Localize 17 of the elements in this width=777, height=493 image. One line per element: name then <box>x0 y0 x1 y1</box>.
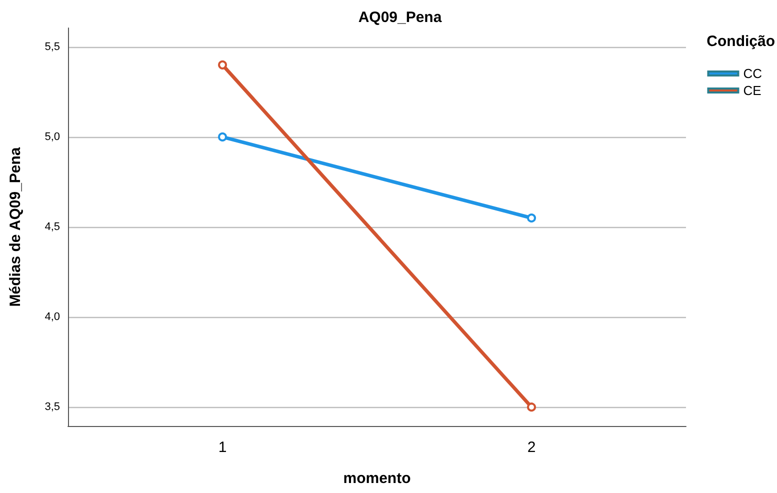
y-tick-label: 3,5 <box>44 401 60 414</box>
y-tick-label: 4,5 <box>44 221 60 233</box>
x-tick-label: 1 <box>218 439 227 456</box>
legend-label: CE <box>743 83 762 98</box>
chart-title: AQ09_Pena <box>358 9 442 26</box>
y-tick-label: 5,0 <box>44 130 60 143</box>
point <box>527 213 536 222</box>
y-tick-label: 5,5 <box>44 40 60 53</box>
x-axis-title: momento <box>343 470 411 487</box>
point <box>218 60 227 70</box>
legend-title: Condição <box>706 33 776 50</box>
x-tick-label: 2 <box>527 439 536 456</box>
y-tick-label: 4,0 <box>44 311 60 324</box>
point <box>218 132 227 142</box>
y-axis-title: Médias de AQ09_Pena <box>7 146 24 307</box>
point <box>527 402 536 412</box>
legend-label: CC <box>743 66 762 81</box>
